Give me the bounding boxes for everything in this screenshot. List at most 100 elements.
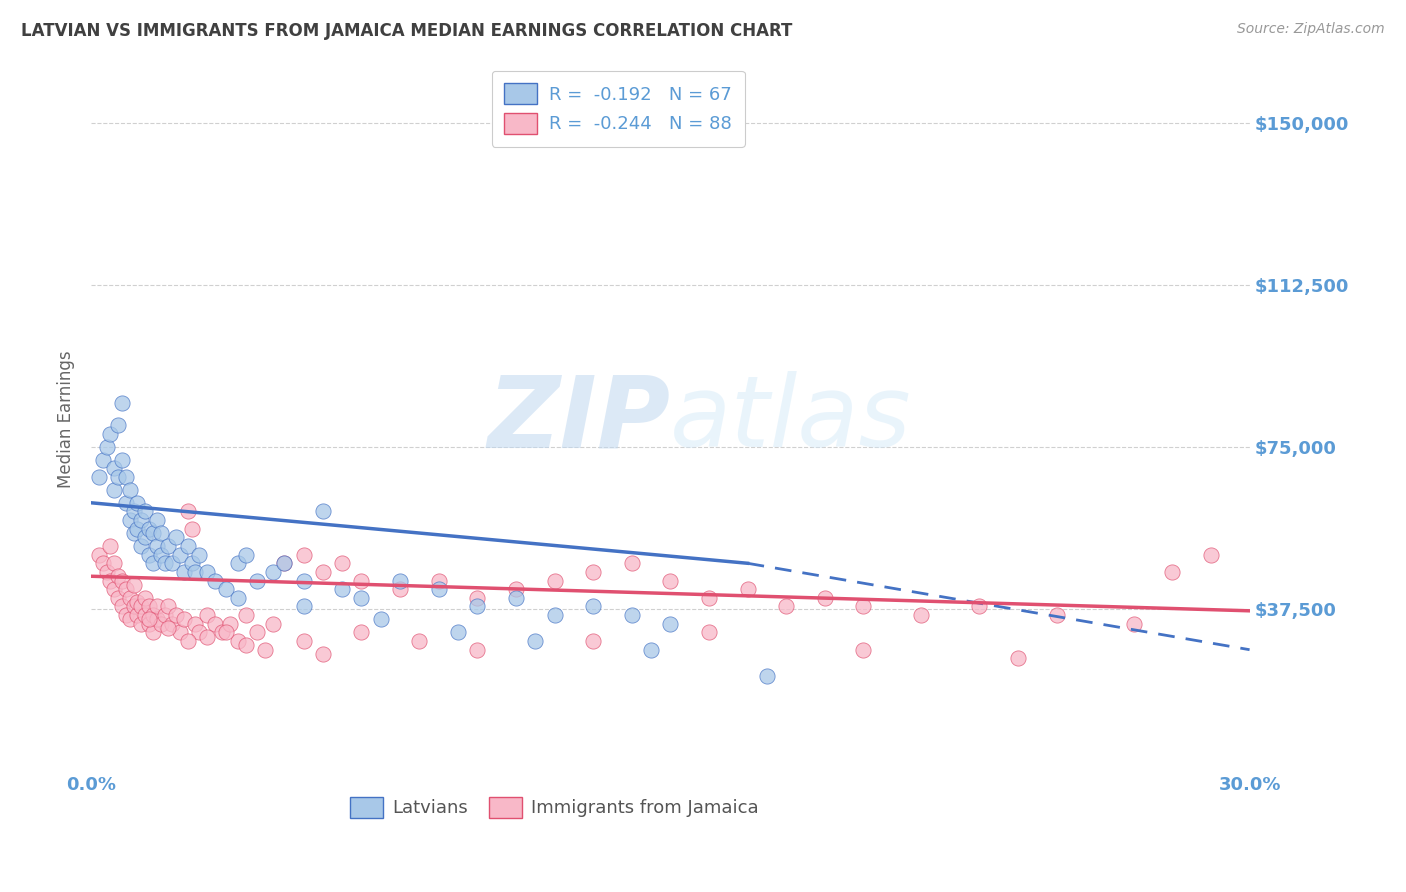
- Point: [582, 599, 605, 614]
- Point: [408, 634, 430, 648]
- Point: [235, 548, 257, 562]
- Point: [165, 608, 187, 623]
- Point: [134, 608, 156, 623]
- Point: [370, 612, 392, 626]
- Point: [107, 470, 129, 484]
- Point: [505, 591, 527, 605]
- Point: [1199, 548, 1222, 562]
- Point: [184, 616, 207, 631]
- Point: [204, 616, 226, 631]
- Point: [350, 574, 373, 588]
- Point: [910, 608, 932, 623]
- Point: [312, 647, 335, 661]
- Point: [103, 556, 125, 570]
- Y-axis label: Median Earnings: Median Earnings: [58, 351, 75, 489]
- Point: [142, 608, 165, 623]
- Point: [103, 461, 125, 475]
- Point: [103, 483, 125, 497]
- Point: [235, 639, 257, 653]
- Point: [87, 548, 110, 562]
- Point: [100, 574, 122, 588]
- Point: [115, 470, 138, 484]
- Point: [115, 496, 138, 510]
- Point: [524, 634, 547, 648]
- Point: [330, 556, 353, 570]
- Point: [1007, 651, 1029, 665]
- Point: [131, 539, 153, 553]
- Point: [427, 582, 450, 597]
- Point: [350, 625, 373, 640]
- Point: [184, 565, 207, 579]
- Point: [620, 556, 643, 570]
- Point: [122, 504, 145, 518]
- Point: [582, 565, 605, 579]
- Point: [465, 591, 488, 605]
- Point: [176, 634, 198, 648]
- Point: [180, 556, 202, 570]
- Point: [142, 625, 165, 640]
- Point: [312, 504, 335, 518]
- Point: [389, 582, 412, 597]
- Point: [640, 642, 662, 657]
- Point: [142, 526, 165, 541]
- Point: [235, 608, 257, 623]
- Point: [107, 569, 129, 583]
- Point: [162, 616, 184, 631]
- Point: [226, 556, 249, 570]
- Point: [127, 595, 149, 609]
- Point: [737, 582, 759, 597]
- Point: [188, 625, 211, 640]
- Point: [195, 630, 218, 644]
- Point: [96, 565, 118, 579]
- Point: [153, 608, 176, 623]
- Point: [389, 574, 412, 588]
- Point: [176, 539, 198, 553]
- Point: [111, 396, 134, 410]
- Point: [111, 574, 134, 588]
- Point: [96, 440, 118, 454]
- Point: [292, 548, 315, 562]
- Point: [131, 616, 153, 631]
- Point: [659, 574, 682, 588]
- Point: [505, 582, 527, 597]
- Point: [87, 470, 110, 484]
- Point: [131, 513, 153, 527]
- Point: [582, 634, 605, 648]
- Point: [146, 599, 169, 614]
- Point: [273, 556, 295, 570]
- Point: [427, 574, 450, 588]
- Point: [169, 548, 191, 562]
- Point: [204, 574, 226, 588]
- Point: [138, 599, 160, 614]
- Point: [115, 608, 138, 623]
- Point: [138, 612, 160, 626]
- Point: [292, 574, 315, 588]
- Point: [111, 599, 134, 614]
- Point: [138, 616, 160, 631]
- Point: [543, 608, 565, 623]
- Point: [465, 642, 488, 657]
- Point: [118, 612, 141, 626]
- Point: [127, 608, 149, 623]
- Point: [142, 556, 165, 570]
- Point: [157, 621, 180, 635]
- Point: [173, 565, 195, 579]
- Point: [219, 616, 242, 631]
- Point: [330, 582, 353, 597]
- Point: [447, 625, 470, 640]
- Point: [292, 634, 315, 648]
- Point: [215, 582, 238, 597]
- Point: [149, 548, 172, 562]
- Point: [122, 578, 145, 592]
- Point: [1161, 565, 1184, 579]
- Point: [176, 504, 198, 518]
- Point: [180, 522, 202, 536]
- Point: [100, 426, 122, 441]
- Point: [620, 608, 643, 623]
- Point: [122, 526, 145, 541]
- Point: [697, 625, 720, 640]
- Point: [211, 625, 233, 640]
- Point: [215, 625, 238, 640]
- Point: [118, 513, 141, 527]
- Point: [195, 565, 218, 579]
